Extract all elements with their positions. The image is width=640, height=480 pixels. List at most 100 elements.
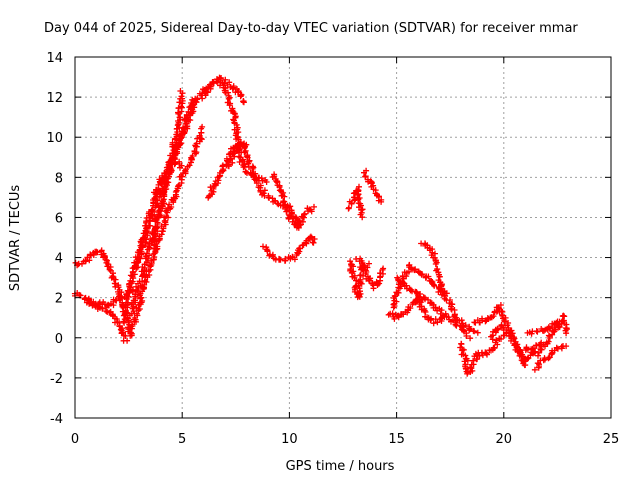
data-point [189, 96, 196, 103]
data-point [261, 187, 268, 194]
y-tick-label: 0 [55, 332, 63, 347]
data-point [150, 256, 157, 263]
data-point [102, 254, 108, 261]
data-point [380, 265, 387, 272]
data-point [226, 79, 233, 86]
data-point [540, 328, 547, 334]
data-point [470, 327, 477, 334]
data-point [223, 89, 229, 96]
data-point [518, 353, 525, 360]
data-point [430, 320, 437, 327]
data-point [225, 161, 232, 168]
y-tick-label: 2 [55, 292, 63, 307]
data-point [535, 352, 541, 359]
data-point [366, 260, 372, 267]
data-point [432, 261, 439, 267]
data-point [395, 276, 402, 283]
x-tick-label: 5 [178, 432, 186, 447]
data-point [156, 187, 163, 194]
data-point [143, 279, 150, 285]
data-point [245, 160, 252, 167]
data-point [192, 95, 199, 102]
data-point [534, 328, 541, 335]
data-point [114, 319, 121, 325]
data-point [311, 203, 317, 210]
data-point [137, 255, 144, 262]
data-point [359, 260, 366, 267]
data-point [134, 264, 141, 271]
data-point [393, 298, 400, 305]
data-point [153, 191, 160, 198]
plot-frame [74, 56, 612, 419]
data-point [307, 206, 314, 213]
data-point [520, 358, 527, 365]
data-point [153, 246, 160, 253]
x-tick-label: 25 [603, 432, 620, 447]
data-point [507, 332, 514, 339]
data-point [524, 346, 531, 353]
data-point [431, 282, 438, 289]
data-point [262, 177, 269, 183]
data-point [269, 253, 276, 260]
data-point [129, 300, 136, 307]
data-point [467, 335, 474, 342]
data-point [389, 310, 396, 317]
data-point [452, 321, 459, 328]
data-point [290, 215, 297, 222]
data-point [378, 198, 385, 205]
data-point [304, 205, 311, 212]
data-point [110, 296, 117, 303]
data-point [352, 286, 358, 293]
data-point [159, 185, 166, 192]
data-point [535, 349, 542, 356]
data-point [399, 273, 406, 280]
data-point [211, 180, 218, 187]
data-point [166, 201, 173, 208]
data-point [438, 307, 445, 314]
data-point [514, 348, 521, 355]
data-point [536, 361, 542, 368]
data-point [491, 344, 497, 351]
data-point [436, 273, 443, 280]
data-point [373, 278, 380, 285]
data-point [563, 326, 570, 333]
data-point [173, 148, 180, 155]
data-point [377, 270, 383, 277]
data-point [84, 254, 91, 261]
data-point [233, 130, 240, 137]
data-point [532, 348, 539, 355]
y-tick-label: 14 [46, 51, 63, 66]
data-point [281, 257, 288, 264]
data-point [490, 313, 497, 320]
data-point [370, 285, 377, 292]
data-point [553, 319, 560, 326]
data-point [176, 114, 183, 121]
x-tick-label: 15 [388, 432, 405, 447]
data-point [82, 258, 89, 265]
data-point [301, 211, 307, 218]
data-point [253, 180, 260, 187]
data-point [119, 308, 126, 315]
data-point [269, 174, 276, 180]
data-point [162, 186, 169, 193]
data-point [346, 204, 352, 211]
data-point [188, 100, 195, 106]
data-point [297, 245, 304, 252]
grid [75, 57, 611, 418]
data-point [123, 309, 129, 316]
data-point [362, 173, 369, 180]
data-point [240, 164, 247, 171]
data-point [508, 337, 514, 344]
data-point [178, 103, 185, 110]
data-point [149, 237, 156, 244]
data-point [185, 108, 192, 115]
data-point [226, 102, 233, 109]
data-point [250, 172, 257, 179]
data-point [231, 148, 238, 155]
data-point [563, 343, 570, 350]
data-point [458, 317, 465, 324]
data-point [143, 259, 150, 266]
data-point [357, 272, 364, 278]
data-point [464, 357, 471, 364]
data-point [106, 266, 113, 273]
